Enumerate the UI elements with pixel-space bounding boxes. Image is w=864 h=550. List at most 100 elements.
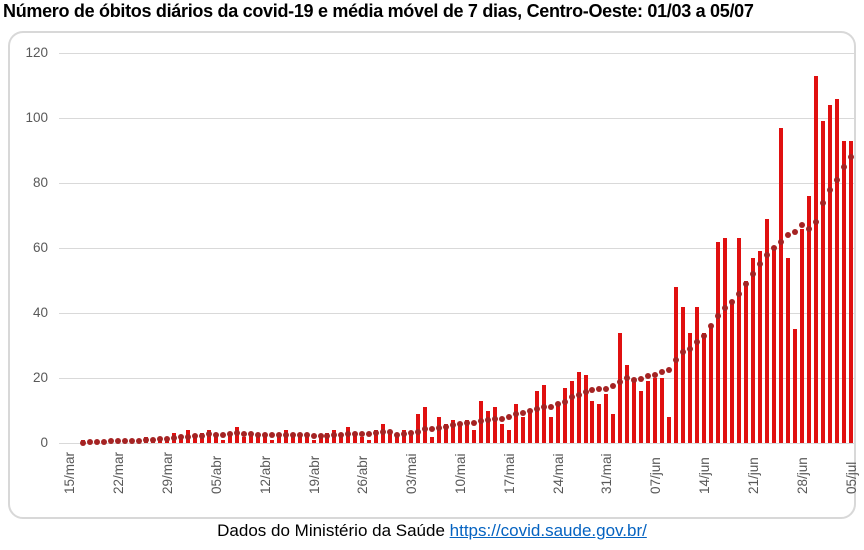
daily-deaths-bar <box>688 332 693 443</box>
daily-deaths-bar <box>213 436 218 443</box>
x-axis-label: 15/mar <box>62 451 78 494</box>
x-axis-label: 22/mar <box>111 451 127 494</box>
daily-deaths-bar <box>290 436 295 443</box>
x-axis-label: 28/jun <box>794 457 810 494</box>
moving-average-dot <box>610 383 617 390</box>
moving-average-dot <box>463 420 470 427</box>
moving-average-dot <box>652 371 659 378</box>
moving-average-dot <box>240 430 247 437</box>
moving-average-dot <box>575 391 582 398</box>
daily-deaths-bar <box>653 378 658 443</box>
daily-deaths-bar <box>722 238 727 443</box>
moving-average-dot <box>666 366 673 373</box>
y-axis-label: 60 <box>32 240 48 255</box>
daily-deaths-bar <box>611 413 616 443</box>
daily-deaths-bar <box>848 140 853 443</box>
daily-deaths-bar <box>729 300 734 443</box>
moving-average-dot <box>443 423 450 430</box>
daily-deaths-bar <box>311 439 316 443</box>
moving-average-dot <box>101 438 108 445</box>
source-link[interactable]: https://covid.saude.gov.br/ <box>449 521 647 540</box>
moving-average-dot <box>129 437 136 444</box>
moving-average-dot <box>680 349 687 355</box>
daily-deaths-bar <box>367 439 372 443</box>
moving-average-dot <box>296 432 303 439</box>
daily-deaths-bar <box>520 417 525 443</box>
moving-average-dot <box>178 434 185 441</box>
moving-average-dot <box>436 425 443 432</box>
moving-average-dot <box>805 225 812 232</box>
moving-average-dot <box>638 375 645 382</box>
x-axis-label: 29/mar <box>160 451 176 494</box>
x-axis-label: 21/jun <box>745 457 761 494</box>
moving-average-dot <box>659 369 666 376</box>
moving-average-dot <box>526 407 533 414</box>
moving-average-dot <box>115 438 122 445</box>
source-note: Dados do Ministério da Saúde https://cov… <box>0 521 864 541</box>
daily-deaths-bar <box>778 127 783 443</box>
moving-average-dot <box>777 238 784 245</box>
daily-deaths-bar <box>646 381 651 443</box>
daily-deaths-bar <box>841 140 846 443</box>
daily-deaths-bar <box>834 98 839 443</box>
y-axis-label: 80 <box>32 175 48 190</box>
moving-average-dot <box>512 410 519 417</box>
y-axis-label: 120 <box>25 45 48 60</box>
daily-deaths-bar <box>485 410 490 443</box>
moving-average-dot <box>547 403 554 410</box>
moving-average-dot <box>87 439 94 446</box>
moving-average-dot <box>401 430 408 437</box>
moving-average-dot <box>185 433 191 440</box>
moving-average-dot <box>212 431 219 438</box>
daily-deaths-bar <box>667 417 672 443</box>
daily-deaths-bar <box>736 238 741 443</box>
y-axis-label: 40 <box>32 305 48 320</box>
moving-average-dot <box>345 431 352 438</box>
daily-deaths-bar <box>569 381 574 443</box>
moving-average-dot <box>721 305 728 312</box>
chart-frame: 0 20 40 60 80 100 120 15/mar 22/mar 29/mar 05/abr… <box>8 31 859 519</box>
gridline <box>59 247 854 249</box>
moving-average-dot <box>833 176 840 183</box>
moving-average-dot <box>826 186 833 193</box>
moving-average-dot <box>770 245 777 251</box>
daily-deaths-bar <box>192 436 197 443</box>
moving-average-dot <box>728 298 735 305</box>
moving-average-dot <box>742 280 749 287</box>
daily-deaths-bar <box>541 384 546 443</box>
daily-deaths-bar <box>660 378 665 443</box>
gridline <box>59 182 854 184</box>
daily-deaths-bar <box>548 417 553 443</box>
daily-deaths-bar <box>674 287 679 443</box>
daily-deaths-bar <box>220 439 225 443</box>
x-axis-label: 12/abr <box>257 455 273 494</box>
moving-average-dot <box>289 432 296 439</box>
moving-average-dot <box>108 438 115 445</box>
daily-deaths-bar <box>709 326 714 443</box>
daily-deaths-bar <box>820 121 825 443</box>
moving-average-dot <box>456 421 463 428</box>
daily-deaths-bar <box>750 257 755 443</box>
x-axis-label: 24/mai <box>550 453 566 494</box>
daily-deaths-bar <box>360 436 365 443</box>
daily-deaths-bar <box>792 329 797 443</box>
moving-average-dot <box>415 428 422 435</box>
daily-deaths-bar <box>227 433 232 443</box>
daily-deaths-bar <box>241 436 246 443</box>
y-axis-label: 100 <box>25 110 48 125</box>
moving-average-dot <box>324 432 331 439</box>
daily-deaths-bar <box>618 332 623 443</box>
daily-deaths-bar <box>513 404 518 443</box>
moving-average-dot <box>380 429 387 436</box>
moving-average-dot <box>603 386 610 393</box>
moving-average-dot <box>164 435 171 442</box>
daily-deaths-bar <box>625 365 630 443</box>
moving-average-dot <box>735 290 742 297</box>
moving-average-dot <box>540 403 547 410</box>
moving-average-dot <box>631 376 638 383</box>
daily-deaths-bar <box>632 381 637 443</box>
moving-average-dot <box>519 409 526 416</box>
moving-average-dot <box>136 437 143 444</box>
gridline <box>59 442 854 444</box>
daily-deaths-bar <box>806 196 811 443</box>
